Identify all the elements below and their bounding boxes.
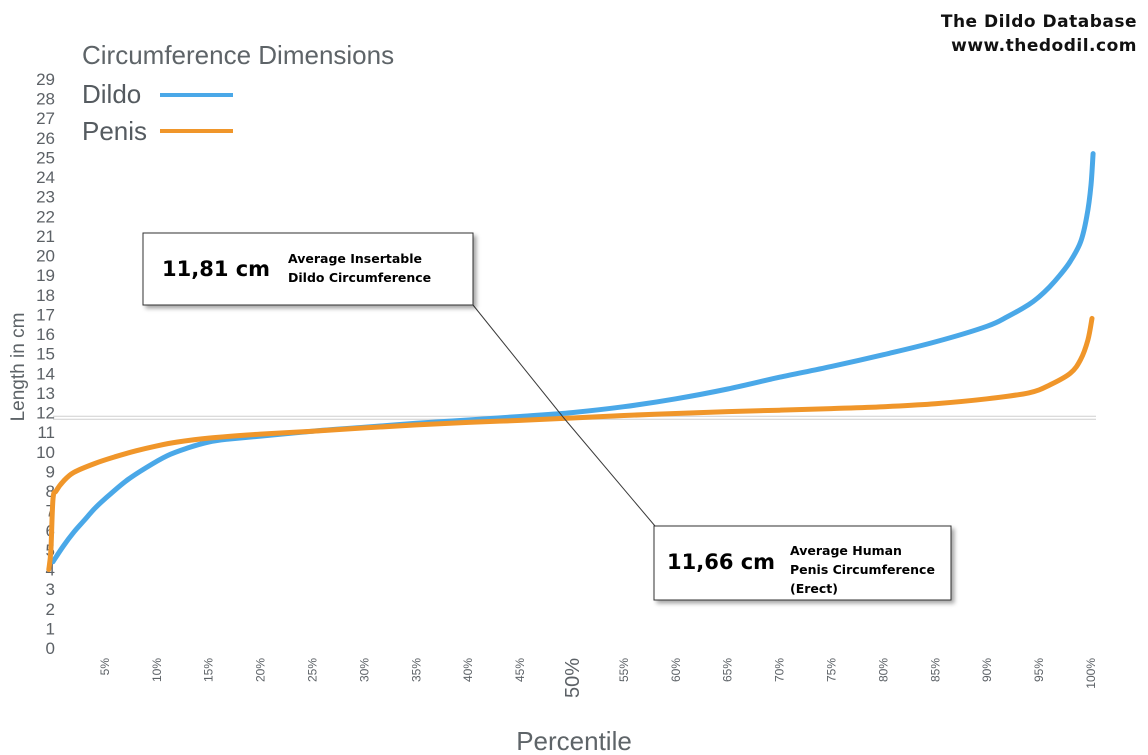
y-tick-label: 12 bbox=[36, 404, 55, 423]
legend-label-penis: Penis bbox=[82, 116, 147, 146]
x-tick-label: 15% bbox=[202, 658, 216, 682]
y-tick-label: 27 bbox=[36, 109, 55, 128]
y-tick-label: 20 bbox=[36, 247, 55, 266]
y-tick-label: 2 bbox=[46, 600, 55, 619]
annotation-penis-desc-line2: Penis Circumference bbox=[790, 562, 935, 577]
y-tick-label: 26 bbox=[36, 129, 55, 148]
y-tick-label: 28 bbox=[36, 90, 55, 109]
x-tick-label: 60% bbox=[669, 658, 683, 682]
y-axis-label: Length in cm bbox=[8, 313, 29, 422]
x-tick-label: 50% bbox=[562, 658, 584, 698]
x-tick-label: 65% bbox=[721, 658, 735, 682]
y-tick-label: 0 bbox=[46, 639, 55, 658]
x-tick-label: 80% bbox=[876, 658, 890, 682]
x-tick-label: 95% bbox=[1032, 658, 1046, 682]
chart-title: Circumference Dimensions bbox=[82, 40, 394, 70]
x-tick-label: 90% bbox=[980, 658, 994, 682]
x-tick-label: 25% bbox=[306, 658, 320, 682]
x-tick-label: 100% bbox=[1084, 658, 1098, 689]
annotation-penis-average: 11,66 cm Average Human Penis Circumferen… bbox=[654, 526, 951, 600]
brand-url: www.thedodil.com bbox=[951, 36, 1137, 56]
y-tick-label: 18 bbox=[36, 286, 55, 305]
y-tick-label: 11 bbox=[37, 423, 55, 442]
annotation-leader-line-dildo bbox=[473, 305, 563, 417]
annotation-dildo-desc-line1: Average Insertable bbox=[288, 251, 422, 266]
annotation-leader-line-penis bbox=[563, 417, 655, 526]
x-tick-label: 70% bbox=[773, 658, 787, 682]
y-tick-label: 25 bbox=[36, 148, 55, 167]
y-tick-label: 1 bbox=[46, 619, 55, 638]
series-line-dildo bbox=[53, 154, 1093, 562]
brand-title: The Dildo Database bbox=[941, 12, 1137, 32]
x-tick-label: 5% bbox=[98, 658, 112, 676]
annotation-penis-desc-line3: (Erect) bbox=[790, 581, 838, 596]
y-tick-label: 23 bbox=[36, 188, 55, 207]
series-lines bbox=[49, 154, 1093, 570]
y-tick-label: 10 bbox=[36, 443, 55, 462]
y-tick-label: 17 bbox=[36, 305, 55, 324]
annotation-dildo-desc-line2: Dildo Circumference bbox=[288, 270, 431, 285]
annotation-penis-value: 11,66 cm bbox=[667, 550, 775, 574]
x-axis-ticks: 5% 10% 15% 20% 25% 30% 35% 40% 45% 50% 55% 60% 65% 70… bbox=[98, 658, 1098, 698]
y-tick-label: 24 bbox=[36, 168, 55, 187]
x-tick-label: 45% bbox=[513, 658, 527, 682]
y-tick-label: 16 bbox=[36, 325, 55, 344]
y-tick-label: 13 bbox=[36, 384, 55, 403]
y-tick-label: 9 bbox=[46, 462, 55, 481]
x-tick-label: 30% bbox=[357, 658, 371, 682]
legend: Dildo Penis bbox=[82, 79, 233, 146]
legend-label-dildo: Dildo bbox=[82, 79, 141, 109]
y-tick-label: 3 bbox=[46, 580, 55, 599]
y-tick-label: 19 bbox=[36, 266, 55, 285]
x-tick-label: 75% bbox=[825, 658, 839, 682]
x-tick-label: 20% bbox=[254, 658, 268, 682]
y-axis-ticks: 0123456789101112131415161718192021222324… bbox=[36, 70, 55, 658]
x-tick-label: 35% bbox=[409, 658, 423, 682]
annotation-dildo-value: 11,81 cm bbox=[162, 257, 270, 281]
x-tick-label: 55% bbox=[617, 658, 631, 682]
x-axis-label: Percentile bbox=[516, 726, 632, 755]
x-tick-label: 40% bbox=[461, 658, 475, 682]
x-tick-label: 85% bbox=[928, 658, 942, 682]
x-tick-label: 10% bbox=[150, 658, 164, 682]
y-tick-label: 21 bbox=[36, 227, 55, 246]
y-tick-label: 22 bbox=[36, 207, 55, 226]
annotation-penis-desc-line1: Average Human bbox=[790, 543, 902, 558]
y-tick-label: 14 bbox=[36, 364, 55, 383]
y-tick-label: 15 bbox=[36, 345, 55, 364]
annotation-dildo-average: 11,81 cm Average Insertable Dildo Circum… bbox=[143, 233, 473, 305]
y-tick-label: 29 bbox=[36, 70, 55, 89]
